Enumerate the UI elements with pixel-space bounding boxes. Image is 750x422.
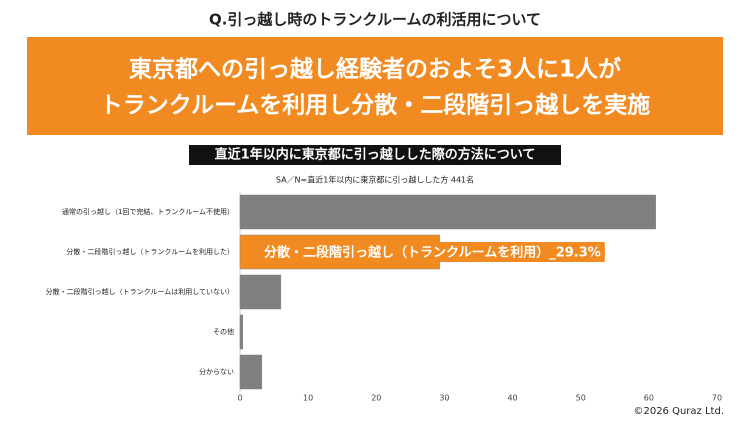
y-tick-label: 分散・二段階引っ越し（トランクルームを利用した）: [66, 247, 234, 256]
y-tick-label: 分散・二段階引っ越し（トランクルームは利用していない）: [46, 287, 234, 296]
chart-subtitle: SA／N=直近1年以内に東京都に引っ越しした方 441名: [276, 175, 474, 185]
y-tick-label: 分からない: [199, 367, 234, 376]
x-tick-label: 60: [644, 394, 654, 403]
headline: トランクルームを利用し分散・二段階引っ越しを実施: [100, 92, 651, 119]
data-label: 分散・二段階引っ越し（トランクルームを利用）_29.3%: [264, 245, 601, 261]
headline: 東京都への引っ越し経験者のおよそ3人に1人が: [129, 56, 621, 83]
y-tick-label: 通常の引っ越し（1回で完結、トランクルーム不使用）: [62, 207, 234, 216]
x-tick-label: 70: [712, 394, 722, 403]
y-tick-label: その他: [213, 327, 234, 336]
title-box: [189, 145, 561, 165]
x-tick-label: 40: [507, 394, 517, 403]
data-label-background: [260, 242, 605, 262]
bar: [239, 194, 656, 230]
x-tick-label: 20: [371, 394, 381, 403]
headline-banner: [27, 37, 723, 135]
bar: [239, 314, 243, 350]
x-tick-label: 0: [237, 394, 242, 403]
x-tick-label: 50: [576, 394, 586, 403]
bar: [239, 354, 263, 390]
x-tick-label: 30: [439, 394, 449, 403]
x-tick-label: 10: [303, 394, 313, 403]
chart-title: 直近1年以内に東京都に引っ越しした際の方法について: [215, 147, 536, 163]
question: Q.引っ越し時のトランクルームの利活用について: [209, 11, 541, 29]
bar: [239, 274, 282, 310]
copyright: ©2026 Quraz Ltd.: [633, 406, 724, 417]
